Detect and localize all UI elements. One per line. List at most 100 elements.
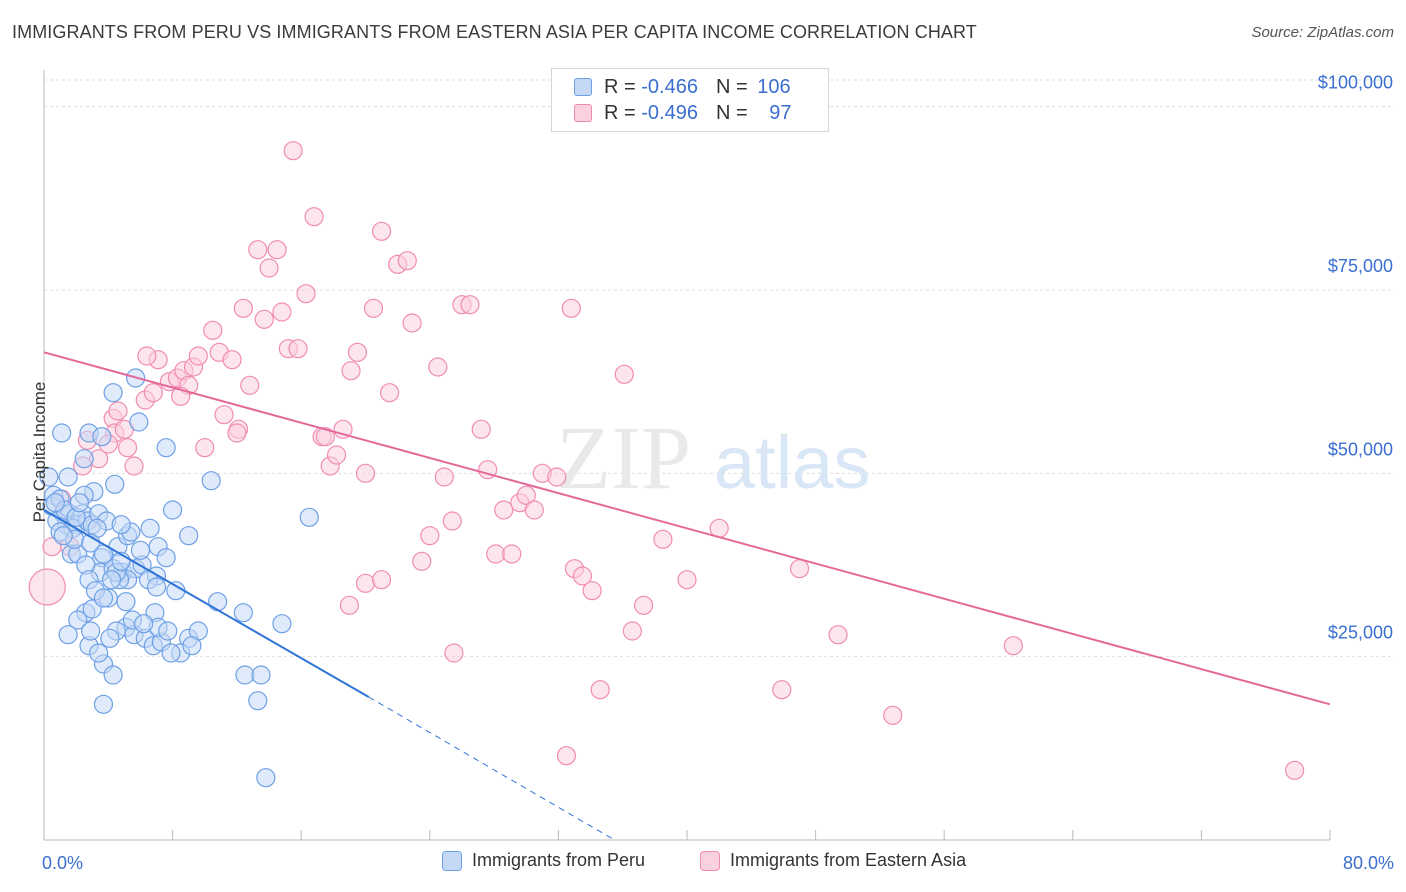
point-eastern-asia: [227, 423, 247, 443]
point-peru: [134, 614, 154, 634]
point-peru: [140, 518, 160, 538]
point-eastern-asia: [1003, 636, 1023, 656]
point-eastern-asia: [633, 595, 654, 615]
point-peru: [52, 423, 72, 443]
point-eastern-asia: [677, 570, 697, 590]
point-peru: [93, 694, 114, 714]
trend-lines: [43, 351, 1331, 841]
point-eastern-asia: [233, 298, 253, 318]
legend-swatch-peru: [574, 78, 592, 96]
point-peru: [103, 665, 123, 685]
y-tick-label: $25,000: [1328, 623, 1393, 643]
legend-row-peru: R = -0.466 N = 106: [574, 75, 791, 99]
point-eastern-asia: [444, 643, 464, 663]
point-eastern-asia: [272, 302, 292, 322]
point-peru: [272, 614, 292, 634]
point-eastern-asia: [117, 438, 138, 458]
point-peru: [146, 577, 167, 597]
chart-title: IMMIGRANTS FROM PERU VS IMMIGRANTS FROM …: [12, 22, 977, 42]
legend-r-value-eastern-asia: -0.496: [641, 101, 698, 124]
legend-r-label: R =: [604, 101, 642, 124]
point-peru: [156, 438, 176, 458]
y-tick-label: $75,000: [1328, 256, 1393, 276]
point-peru: [235, 665, 255, 685]
legend-swatch-eastern-asia: [700, 850, 720, 871]
point-peru: [156, 548, 176, 568]
point-peru: [105, 474, 125, 494]
point-eastern-asia: [355, 463, 376, 483]
point-eastern-asia: [494, 500, 514, 520]
point-eastern-asia: [412, 551, 432, 571]
point-peru: [53, 526, 73, 546]
point-peru: [100, 628, 120, 648]
point-eastern-asia: [653, 529, 673, 549]
trend-line-peru-extension: [368, 696, 615, 841]
point-eastern-asia: [363, 298, 384, 318]
point-eastern-asia: [486, 544, 506, 564]
legend-r-label: R =: [604, 75, 642, 98]
point-eastern-asia: [434, 467, 454, 487]
point-peru: [248, 691, 268, 711]
point-peru: [251, 665, 271, 685]
point-peru: [201, 471, 221, 491]
point-peru: [233, 603, 253, 623]
legend-n-value-peru: 106: [757, 75, 791, 98]
point-peru: [129, 412, 149, 432]
point-peru: [161, 643, 181, 663]
point-peru: [299, 507, 319, 527]
point-eastern-asia: [614, 364, 634, 384]
point-eastern-asia: [326, 445, 347, 465]
point-eastern-asia: [143, 383, 163, 403]
point-peru: [208, 592, 228, 612]
point-eastern-asia: [254, 309, 274, 329]
point-peru: [111, 515, 131, 535]
point-eastern-asia: [355, 573, 376, 593]
point-eastern-asia: [460, 295, 480, 315]
point-eastern-asia: [524, 500, 544, 520]
x-tick-left: 0.0%: [42, 853, 84, 873]
point-peru: [92, 427, 112, 447]
grid-lines: [44, 79, 1395, 658]
point-peru: [256, 768, 276, 788]
point-eastern-asia: [124, 456, 144, 476]
legend-r-value-peru: -0.466: [641, 75, 698, 98]
legend-n-value-eastern-asia: 97: [769, 101, 792, 124]
point-peru: [130, 540, 151, 560]
point-eastern-asia: [347, 342, 368, 362]
point-eastern-asia: [371, 570, 392, 590]
trend-line-eastern-asia: [43, 351, 1331, 706]
point-eastern-asia: [442, 511, 462, 531]
point-eastern-asia: [371, 221, 392, 241]
point-eastern-asia: [259, 258, 279, 278]
legend-item-peru[interactable]: Immigrants from Peru: [442, 850, 645, 871]
y-axis-label: Per Capita Income: [30, 381, 49, 523]
point-peru: [93, 588, 114, 608]
series-peru-points: [39, 368, 319, 788]
point-eastern-asia: [622, 621, 642, 641]
point-eastern-asia: [248, 240, 268, 260]
point-eastern-asia: [108, 401, 128, 421]
point-eastern-asia: [288, 339, 308, 359]
x-tick-right: 80.0%: [1342, 853, 1394, 873]
point-eastern-asia: [315, 427, 335, 447]
point-eastern-asia: [195, 438, 215, 458]
point-eastern-asia: [547, 467, 567, 487]
point-eastern-asia: [28, 568, 66, 606]
legend-n-label: N =: [715, 101, 754, 124]
point-eastern-asia: [402, 313, 422, 333]
point-eastern-asia: [304, 207, 324, 227]
axes: [43, 70, 1331, 841]
correlation-legend: R = -0.466 N = 106 R = -0.496 N = 97: [551, 68, 829, 132]
legend-item-eastern-asia[interactable]: Immigrants from Eastern Asia: [700, 850, 966, 871]
point-eastern-asia: [582, 581, 602, 601]
point-eastern-asia: [556, 746, 577, 766]
point-peru: [69, 493, 89, 513]
point-eastern-asia: [590, 680, 610, 700]
point-eastern-asia: [428, 357, 448, 377]
legend-label-eastern-asia: Immigrants from Eastern Asia: [730, 850, 967, 870]
y-tick-label: $50,000: [1328, 439, 1393, 459]
point-eastern-asia: [561, 298, 581, 318]
legend-label-peru: Immigrants from Peru: [472, 850, 646, 870]
point-peru: [101, 570, 122, 590]
